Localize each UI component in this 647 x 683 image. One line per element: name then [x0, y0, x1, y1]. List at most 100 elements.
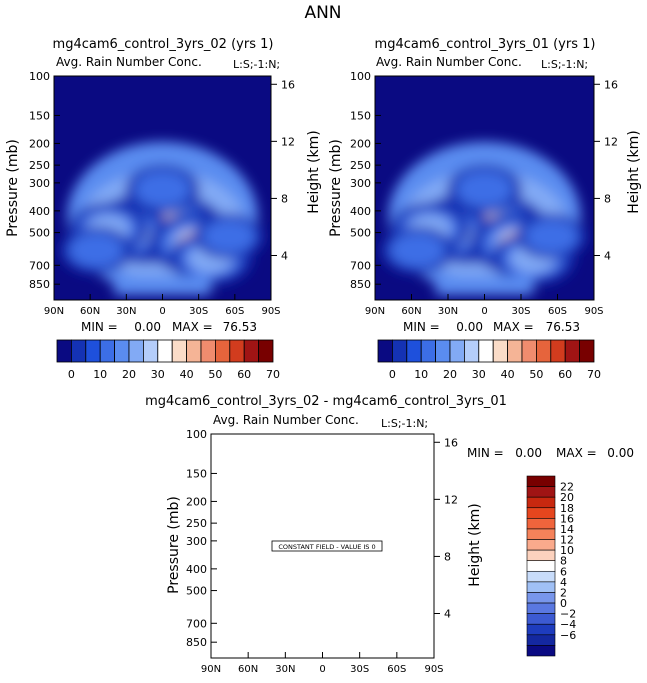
colorbar-swatch — [526, 581, 556, 593]
pressure-tick-label: 700 — [350, 259, 371, 272]
colorbar-swatch — [377, 339, 393, 363]
colorbar-swatch — [507, 339, 523, 363]
colorbar-swatch — [526, 623, 556, 636]
colorbar-swatch — [526, 528, 556, 540]
colorbar-label: 60 — [558, 368, 572, 381]
pressure-tick-label: 500 — [186, 585, 207, 598]
panel-c-title: mg4cam6_control_3yrs_02 - mg4cam6_contro… — [145, 394, 507, 409]
panel-a-ylabel-right: Height (km) — [306, 130, 322, 213]
panel-c-subtitle: Avg. Rain Number Conc. — [213, 413, 359, 427]
panel-c-min-label: MIN = — [467, 446, 504, 460]
colorbar-label: 6 — [560, 565, 567, 578]
colorbar-swatch — [526, 518, 556, 530]
lat-tick-label: 90S — [584, 306, 603, 317]
pressure-tick-label: 150 — [350, 109, 371, 122]
lat-tick-label: 30N — [438, 306, 458, 317]
panel-c-pressure-ticks: 100 150 200 250 300 400 500 700 850 — [186, 428, 217, 649]
lat-tick-label: 90S — [261, 306, 280, 317]
colorbar-label: 16 — [560, 512, 574, 525]
colorbar-swatch — [526, 645, 556, 657]
field-blob — [69, 233, 124, 268]
colorbar-swatch — [526, 475, 556, 487]
pressure-tick-label: 400 — [29, 205, 50, 218]
colorbar-swatch — [526, 602, 556, 614]
colorbar-label: 0 — [68, 368, 75, 381]
pressure-tick-label: 400 — [186, 563, 207, 576]
pressure-tick-label: 150 — [186, 467, 207, 480]
colorbar-swatch — [526, 570, 556, 583]
colorbar-label: 2 — [560, 586, 567, 599]
lat-tick-label: 60S — [387, 664, 406, 675]
colorbar-swatch — [420, 339, 437, 363]
colorbar-swatch — [71, 339, 87, 363]
colorbar-swatch — [56, 339, 72, 363]
colorbar-label: 20 — [122, 368, 136, 381]
colorbar-label: 60 — [237, 368, 251, 381]
lat-tick-label: 60S — [548, 306, 567, 317]
lat-tick-label: 30S — [350, 664, 369, 675]
panel-c-tag: L:S;-1:N; — [381, 417, 428, 430]
lat-tick-label: 90N — [44, 306, 64, 317]
panel-a-min-value: 0.00 — [134, 320, 161, 334]
panel-c-lat-ticks: 90N 60N 30N 0 30S 60S 90S — [201, 652, 444, 675]
pressure-tick-label: 400 — [350, 205, 371, 218]
lat-tick-label: 60S — [225, 306, 244, 317]
panel-a-max-label: MAX = — [172, 320, 213, 334]
colorbar-label: 50 — [529, 368, 543, 381]
height-tick-label: 12 — [444, 493, 458, 506]
pressure-tick-label: 700 — [29, 259, 50, 272]
colorbar-swatch — [85, 339, 101, 363]
panel-b-lat-ticks: 90N 60N 30N 0 30S 60S 90S — [365, 294, 604, 317]
panel-c: mg4cam6_control_3yrs_02 - mg4cam6_contro… — [145, 394, 634, 675]
lat-tick-label: 60N — [80, 306, 100, 317]
pressure-tick-label: 850 — [29, 278, 50, 291]
colorbar-label: 50 — [208, 368, 222, 381]
panel-c-ylabel-right: Height (km) — [467, 503, 483, 586]
colorbar-swatch — [526, 496, 556, 509]
lat-tick-label: 0 — [319, 664, 325, 675]
colorbar-label: 10 — [560, 544, 574, 557]
lat-tick-label: 30N — [275, 664, 295, 675]
panel-b-tag: L:S;-1:N; — [541, 58, 588, 71]
pressure-tick-label: 150 — [29, 109, 50, 122]
height-tick-label: 4 — [281, 249, 288, 262]
panel-a-tag: L:S;-1:N; — [233, 58, 280, 71]
panel-a-min-label: MIN = — [81, 320, 118, 334]
height-tick-label: 4 — [444, 607, 451, 620]
panel-a-colorbar: 0 10 20 30 40 50 60 70 — [56, 339, 280, 381]
colorbar-swatch — [114, 339, 130, 363]
pressure-tick-label: 850 — [350, 278, 371, 291]
field-blob — [134, 171, 191, 207]
panel-b-subtitle: Avg. Rain Number Conc. — [376, 55, 522, 69]
height-tick-label: 12 — [281, 135, 295, 148]
panel-a-height-ticks: 16 12 8 4 — [271, 78, 295, 262]
lat-tick-label: 60N — [238, 664, 258, 675]
colorbar-swatch — [200, 339, 216, 363]
panel-b: mg4cam6_control_3yrs_01 (yrs 1) Avg. Rai… — [328, 37, 642, 381]
colorbar-label: 70 — [266, 368, 280, 381]
colorbar-swatch — [435, 339, 451, 363]
height-tick-label: 8 — [444, 550, 451, 563]
lat-tick-label: 90S — [424, 664, 443, 675]
panel-a-lat-ticks: 90N 60N 30N 0 30S 60S 90S — [44, 294, 281, 317]
colorbar-swatch — [550, 339, 566, 363]
panel-a-ylabel-left: Pressure (mb) — [5, 139, 21, 237]
lat-tick-label: 60N — [401, 306, 421, 317]
panel-b-min-label: MIN = — [403, 320, 440, 334]
colorbar-label: 22 — [560, 481, 574, 494]
colorbar-label: 0 — [389, 368, 396, 381]
panel-a-pressure-ticks: 100 150 200 250 300 400 500 700 850 — [29, 70, 60, 291]
colorbar-label: 40 — [501, 368, 515, 381]
colorbar-swatch — [243, 339, 259, 363]
colorbar-label: −2 — [560, 608, 576, 621]
pressure-tick-label: 850 — [186, 636, 207, 649]
colorbar-swatch — [521, 339, 537, 363]
pressure-tick-label: 700 — [186, 617, 207, 630]
panel-a-field — [60, 141, 264, 296]
panel-a-plot — [54, 76, 271, 300]
lat-tick-label: 30S — [511, 306, 530, 317]
height-tick-label: 16 — [444, 436, 458, 449]
pressure-tick-label: 100 — [186, 428, 207, 441]
pressure-tick-label: 100 — [350, 70, 371, 83]
